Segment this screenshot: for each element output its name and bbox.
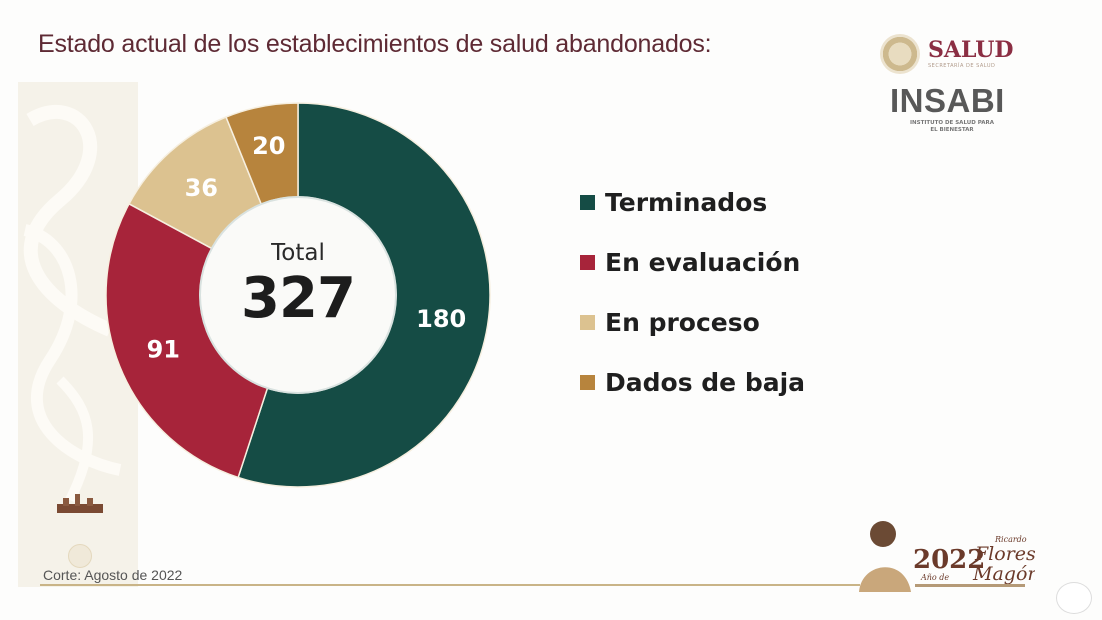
legend-item-dados-de-baja: Dados de baja [580, 352, 805, 412]
footer-divider [40, 584, 860, 586]
footer-seal-icon [68, 544, 92, 568]
legend-swatch [580, 374, 595, 390]
insabi-subtitle-line1: INSTITUTO DE SALUD PARA [910, 120, 994, 126]
legend-label: En proceso [605, 307, 760, 337]
badge-sub: Año de [920, 573, 949, 582]
insabi-wordmark: INSABI [890, 82, 1005, 119]
legend-item-terminados: Terminados [580, 172, 805, 232]
badge-year: 2022 [913, 545, 985, 575]
badge-name1: Ricardo [994, 535, 1027, 544]
slide-title: Estado actual de los establecimientos de… [38, 30, 712, 58]
insabi-subtitle: INSTITUTO DE SALUD PARA EL BIENESTAR [882, 120, 1022, 134]
insabi-subtitle-line2: EL BIENESTAR [930, 127, 974, 134]
gobierno-de-mexico-badge [1056, 582, 1092, 614]
data-cutoff-note: Corte: Agosto de 2022 [43, 567, 183, 583]
slice-value-label: 180 [416, 305, 466, 333]
center-total-label: Total [271, 240, 325, 266]
donut-center-hole [199, 196, 397, 394]
legend-swatch [580, 314, 595, 330]
salud-wordmark: SALUD [928, 37, 1014, 63]
center-total-value: 327 [241, 266, 356, 331]
salud-logo: SALUD SECRETARÍA DE SALUD [880, 34, 1040, 74]
heritage-emblem-icon [57, 494, 103, 513]
legend-label: Terminados [605, 187, 768, 217]
donut-chart: 180 91 36 20 [105, 102, 491, 488]
legend-label: Dados de baja [605, 367, 806, 397]
badge-name3: Magón [972, 563, 1035, 585]
slice-value-label: 91 [147, 336, 180, 364]
legend-swatch [580, 194, 595, 210]
salud-subtitle: SECRETARÍA DE SALUD [928, 63, 996, 69]
header-logos: SALUD SECRETARÍA DE SALUD INSABI INSTITU… [880, 34, 1040, 134]
legend-label: En evaluación [605, 247, 801, 277]
slice-value-label: 20 [252, 132, 285, 160]
badge-name2: Flores [974, 543, 1035, 565]
chart-legend: Terminados En evaluación En proceso Dado… [580, 172, 805, 412]
flores-magon-2022-badge: 2022 Año de Ricardo Flores Magón [859, 521, 1035, 592]
slice-value-label: 36 [185, 174, 218, 202]
national-seal-icon [880, 34, 920, 74]
legend-item-en-evaluacion: En evaluación [580, 232, 805, 292]
legend-swatch [580, 254, 595, 270]
legend-item-en-proceso: En proceso [580, 292, 805, 352]
